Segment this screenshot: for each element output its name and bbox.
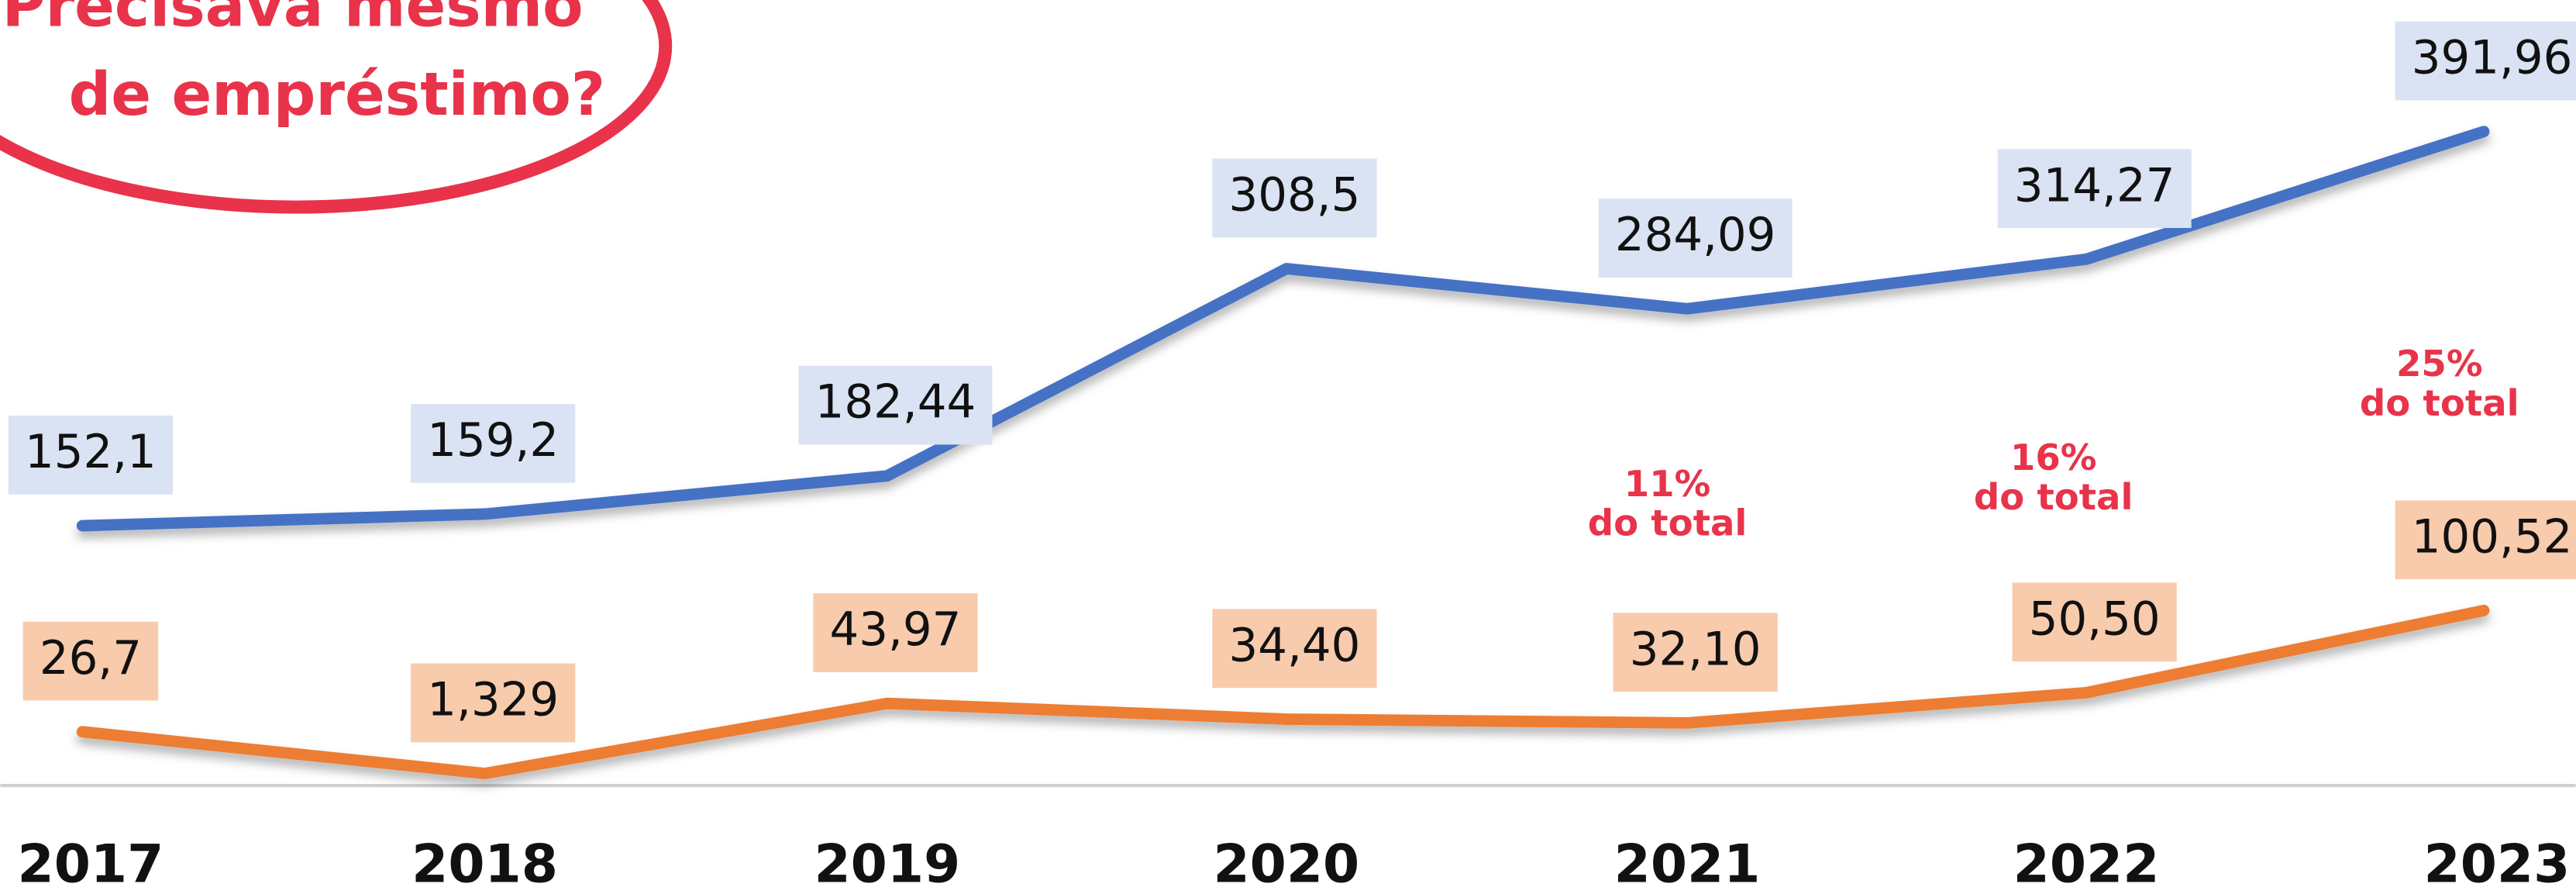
data-label-bg bbox=[1613, 613, 1778, 692]
data-label-bg bbox=[411, 663, 576, 743]
annotation: do total bbox=[2360, 382, 2519, 424]
data-label-bg bbox=[2395, 21, 2576, 101]
data-label-text: 284,09 bbox=[1615, 208, 1776, 261]
data-label-text: 391,96 bbox=[2412, 31, 2573, 85]
data-label-text: 308,5 bbox=[1229, 168, 1361, 222]
data-label: 182,44 bbox=[798, 365, 993, 445]
data-label-bg bbox=[813, 593, 978, 672]
annotation: do total bbox=[1974, 476, 2133, 518]
data-label-bg bbox=[1598, 198, 1793, 278]
data-label-text: 182,44 bbox=[815, 375, 976, 429]
data-label-text: 1,329 bbox=[427, 673, 559, 727]
data-label: 308,5 bbox=[1212, 158, 1377, 238]
x-tick-label: 2022 bbox=[2013, 834, 2160, 894]
data-label-text: 32,10 bbox=[1630, 622, 1762, 675]
annotation: 16% bbox=[2010, 437, 2097, 478]
data-label-text: 34,40 bbox=[1229, 618, 1361, 671]
x-tick-label: 2020 bbox=[1214, 834, 1360, 894]
balloon-text: Precisava mesmo bbox=[2, 0, 584, 40]
data-label-bg bbox=[798, 365, 993, 445]
data-label: 1,329 bbox=[411, 663, 576, 743]
data-label-bg bbox=[2012, 582, 2177, 662]
data-label-bg bbox=[22, 621, 159, 701]
data-label: 50,50 bbox=[2012, 582, 2177, 662]
data-label: 391,96 bbox=[2395, 21, 2576, 101]
data-label-text: 100,52 bbox=[2412, 509, 2573, 563]
data-label-bg bbox=[1212, 158, 1377, 238]
series-line bbox=[76, 126, 2490, 532]
x-tick-label: 2019 bbox=[814, 834, 960, 894]
data-label-text: 314,27 bbox=[2014, 158, 2175, 212]
plot: 2017 2018 2019 2020 2021 2022 2023 152,1 159,2 18… bbox=[8, 21, 2576, 894]
data-label-bg bbox=[8, 416, 174, 495]
annotation: do total bbox=[1588, 502, 1748, 544]
balloon-text: de empréstimo? bbox=[69, 60, 605, 129]
data-label: 100,52 bbox=[2395, 500, 2576, 580]
data-label-text: 43,97 bbox=[830, 602, 962, 656]
annotation: 11% bbox=[1624, 463, 1711, 505]
data-label: 284,09 bbox=[1598, 198, 1793, 278]
data-label-text: 152,1 bbox=[25, 425, 157, 478]
data-label: 26,7 bbox=[22, 621, 159, 701]
data-label: 314,27 bbox=[1997, 149, 2192, 229]
x-tick-label: 2021 bbox=[1614, 834, 1761, 894]
data-label-text: 159,2 bbox=[427, 413, 559, 467]
data-label: 43,97 bbox=[813, 593, 978, 672]
data-label: 32,10 bbox=[1613, 613, 1778, 692]
speech-balloon bbox=[0, 0, 673, 214]
data-label: 152,1 bbox=[8, 416, 174, 495]
data-label-bg bbox=[2395, 500, 2576, 580]
data-label-text: 50,50 bbox=[2029, 592, 2161, 645]
data-label-bg bbox=[1997, 149, 2192, 229]
x-tick-label: 2018 bbox=[412, 834, 558, 894]
data-label-bg bbox=[411, 403, 576, 483]
x-tick-label: 2017 bbox=[18, 834, 164, 894]
x-tick-label: 2023 bbox=[2424, 834, 2571, 894]
data-label: 34,40 bbox=[1212, 609, 1377, 689]
annotation: 25% bbox=[2396, 343, 2483, 385]
data-label-bg bbox=[1212, 609, 1377, 689]
data-label: 159,2 bbox=[411, 403, 576, 483]
series-line bbox=[76, 604, 2490, 779]
data-label-text: 26,7 bbox=[40, 631, 142, 685]
